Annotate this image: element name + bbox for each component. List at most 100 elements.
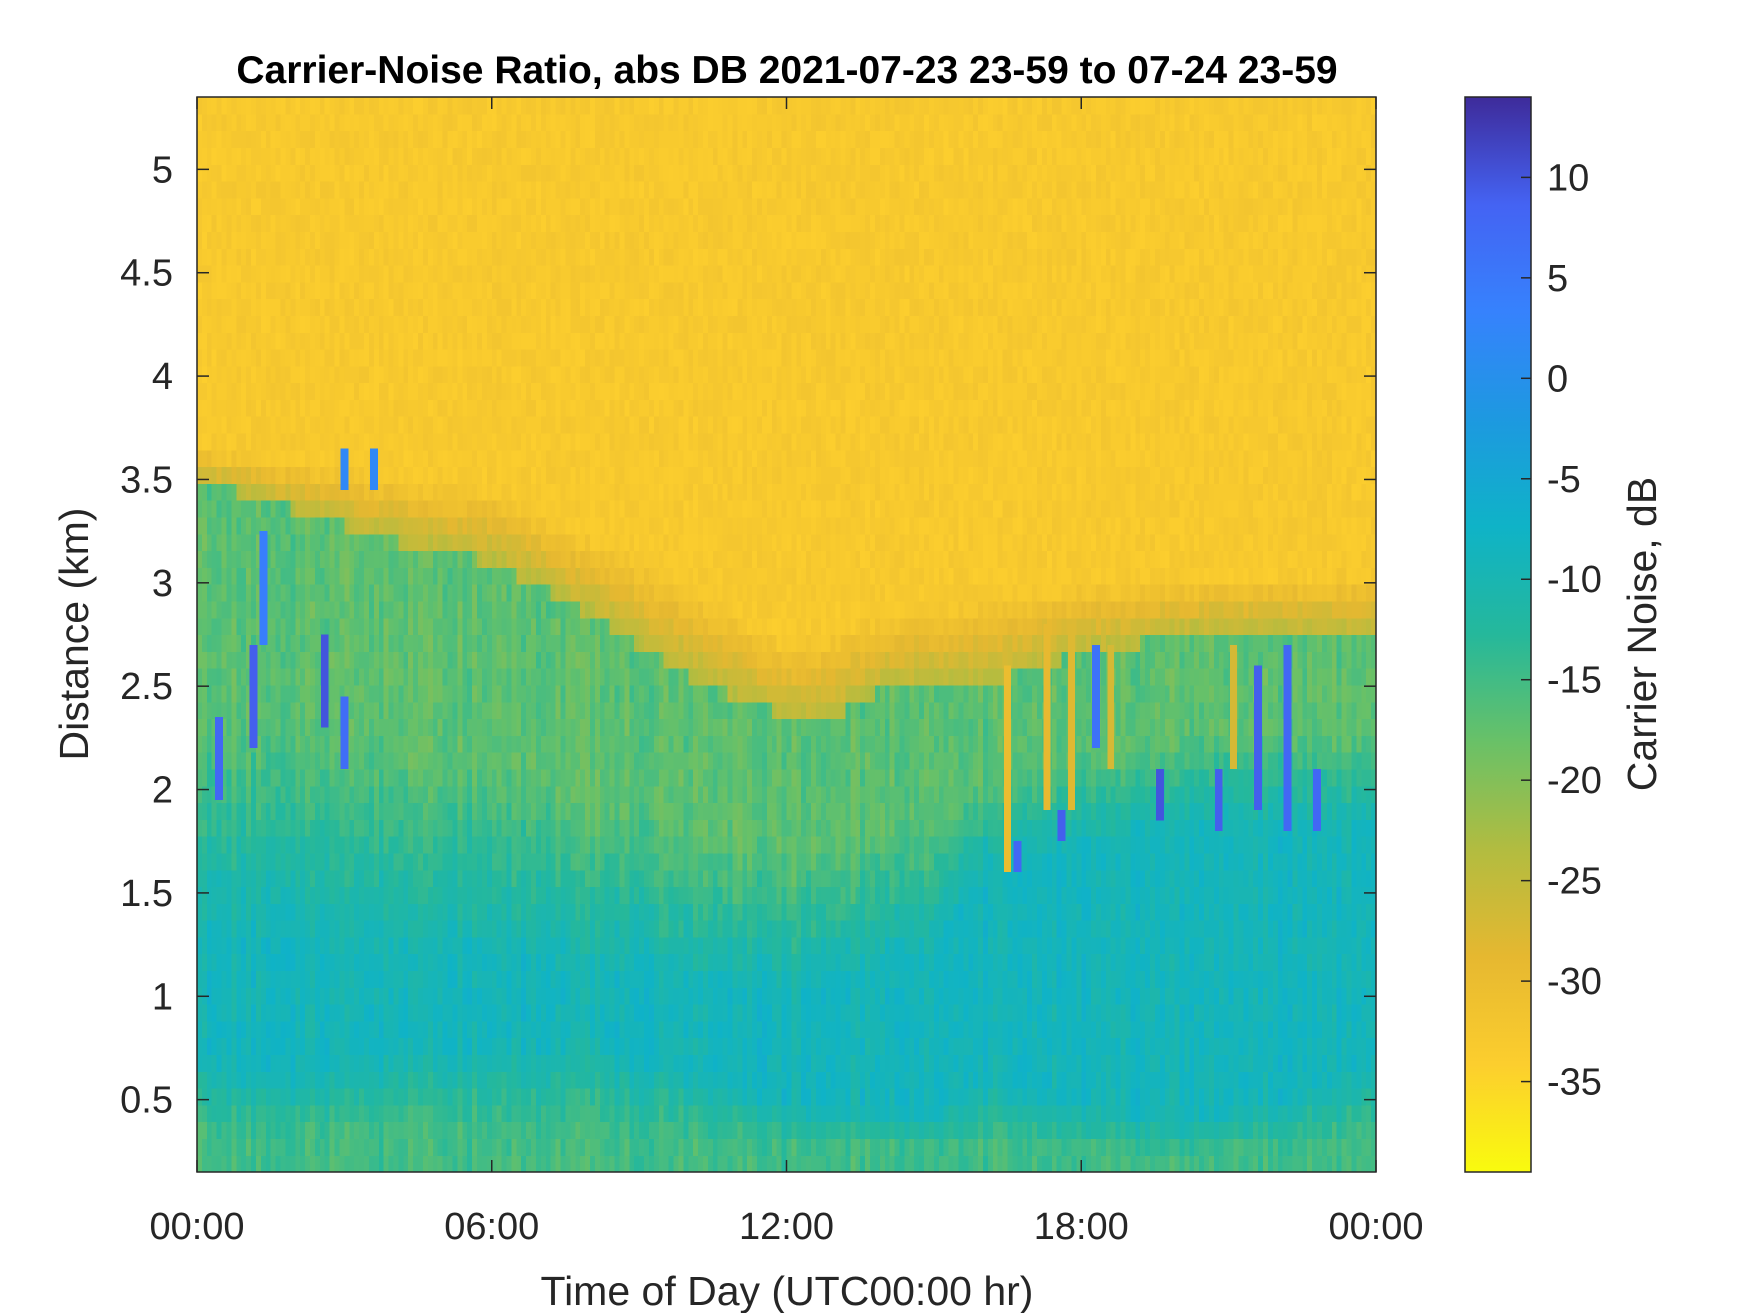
- heatmap-cell: [413, 97, 419, 115]
- heatmap-cell: [241, 264, 247, 283]
- heatmap-cell: [231, 466, 237, 484]
- heatmap-cell: [305, 802, 311, 820]
- heatmap-cell: [388, 752, 395, 770]
- heatmap-cell: [432, 936, 439, 955]
- heatmap-cell: [427, 416, 434, 434]
- heatmap-cell: [206, 264, 213, 283]
- heatmap-cell: [319, 113, 326, 132]
- heatmap-cell: [452, 1121, 458, 1140]
- heatmap-cell: [226, 483, 232, 501]
- heatmap-cell: [231, 970, 237, 988]
- heatmap-cell: [305, 1155, 311, 1172]
- heatmap-cell: [575, 920, 581, 938]
- heatmap-cell: [540, 684, 547, 703]
- heatmap-cell: [246, 785, 252, 804]
- heatmap-cell: [305, 668, 311, 686]
- heatmap-cell: [403, 500, 409, 518]
- heatmap-cell: [521, 348, 527, 367]
- heatmap-cell: [535, 617, 542, 636]
- heatmap-cell: [231, 1104, 237, 1123]
- heatmap-cell: [457, 348, 463, 367]
- heatmap-cell: [383, 869, 390, 888]
- heatmap-cell: [344, 970, 350, 988]
- heatmap-cell: [211, 180, 218, 199]
- heatmap-cell: [241, 416, 247, 434]
- heatmap-cell: [275, 550, 282, 568]
- heatmap-cell: [339, 315, 345, 333]
- heatmap-cell: [197, 550, 203, 568]
- heatmap-cell: [408, 466, 414, 484]
- heatmap-cell: [565, 231, 571, 249]
- heatmap-cell: [383, 399, 390, 417]
- heatmap-cell: [408, 1121, 414, 1140]
- heatmap-cell: [246, 500, 252, 518]
- heatmap-cell: [501, 584, 508, 602]
- heatmap-cell: [197, 735, 203, 753]
- heatmap-cell: [383, 634, 390, 652]
- heatmap-cell: [290, 936, 296, 955]
- heatmap-cell: [265, 298, 272, 316]
- heatmap-cell: [300, 147, 306, 165]
- heatmap-cell: [359, 819, 365, 837]
- heatmap-cell: [511, 617, 517, 636]
- heatmap-cell: [565, 281, 571, 300]
- heatmap-cell: [197, 130, 203, 148]
- heatmap-cell: [575, 147, 581, 165]
- heatmap-cell: [241, 970, 247, 988]
- heatmap-cell: [540, 819, 547, 837]
- heatmap-cell: [570, 1004, 576, 1022]
- heatmap-cell: [324, 886, 331, 904]
- heatmap-cell: [531, 432, 537, 451]
- heatmap-cell: [457, 785, 463, 804]
- heatmap-cell: [408, 684, 414, 703]
- heatmap-cell: [354, 197, 360, 216]
- heatmap-cell: [393, 819, 400, 837]
- heatmap-cell: [403, 1054, 409, 1072]
- heatmap-cell: [501, 1020, 508, 1039]
- heatmap-cell: [359, 1138, 365, 1156]
- heatmap-cell: [329, 651, 336, 669]
- heatmap-cell: [378, 634, 385, 652]
- heatmap-cell: [368, 970, 375, 988]
- heatmap-cell: [570, 869, 576, 888]
- heatmap-cell: [364, 634, 370, 652]
- heatmap-cell: [216, 348, 223, 367]
- heatmap-cell: [305, 886, 311, 904]
- heatmap-cell: [457, 701, 463, 720]
- heatmap-cell: [329, 785, 336, 804]
- heatmap-cell: [201, 315, 208, 333]
- heatmap-cell: [339, 348, 345, 367]
- heatmap-cell: [496, 1020, 503, 1039]
- heatmap-cell: [260, 180, 267, 199]
- heatmap-cell: [226, 365, 232, 384]
- heatmap-cell: [570, 500, 576, 518]
- heatmap-cell: [535, 1155, 542, 1172]
- heatmap-cell: [472, 281, 478, 300]
- heatmap-cell: [206, 1037, 213, 1056]
- heatmap-cell: [506, 365, 512, 384]
- heatmap-cell: [201, 281, 208, 300]
- heatmap-cell: [481, 147, 488, 165]
- heatmap-cell: [540, 113, 547, 132]
- heatmap-cell: [265, 516, 272, 535]
- heatmap-cell: [442, 416, 449, 434]
- heatmap-cell: [491, 382, 498, 400]
- heatmap-cell: [378, 432, 385, 451]
- heatmap-cell: [442, 869, 449, 888]
- heatmap-cell: [496, 197, 503, 216]
- heatmap-cell: [486, 852, 493, 871]
- heatmap-cell: [368, 180, 375, 199]
- heatmap-cell: [216, 1155, 223, 1172]
- heatmap-cell: [506, 130, 512, 148]
- heatmap-cell: [467, 1155, 473, 1172]
- heatmap-cell: [295, 684, 301, 703]
- heatmap-cell: [491, 432, 498, 451]
- heatmap-cell: [260, 399, 267, 417]
- heatmap-cell: [290, 315, 296, 333]
- heatmap-cell: [368, 634, 375, 652]
- heatmap-cell: [501, 617, 508, 636]
- heatmap-cell: [265, 281, 272, 300]
- heatmap-cell: [496, 970, 503, 988]
- heatmap-cell: [486, 735, 493, 753]
- heatmap-cell: [241, 1104, 247, 1123]
